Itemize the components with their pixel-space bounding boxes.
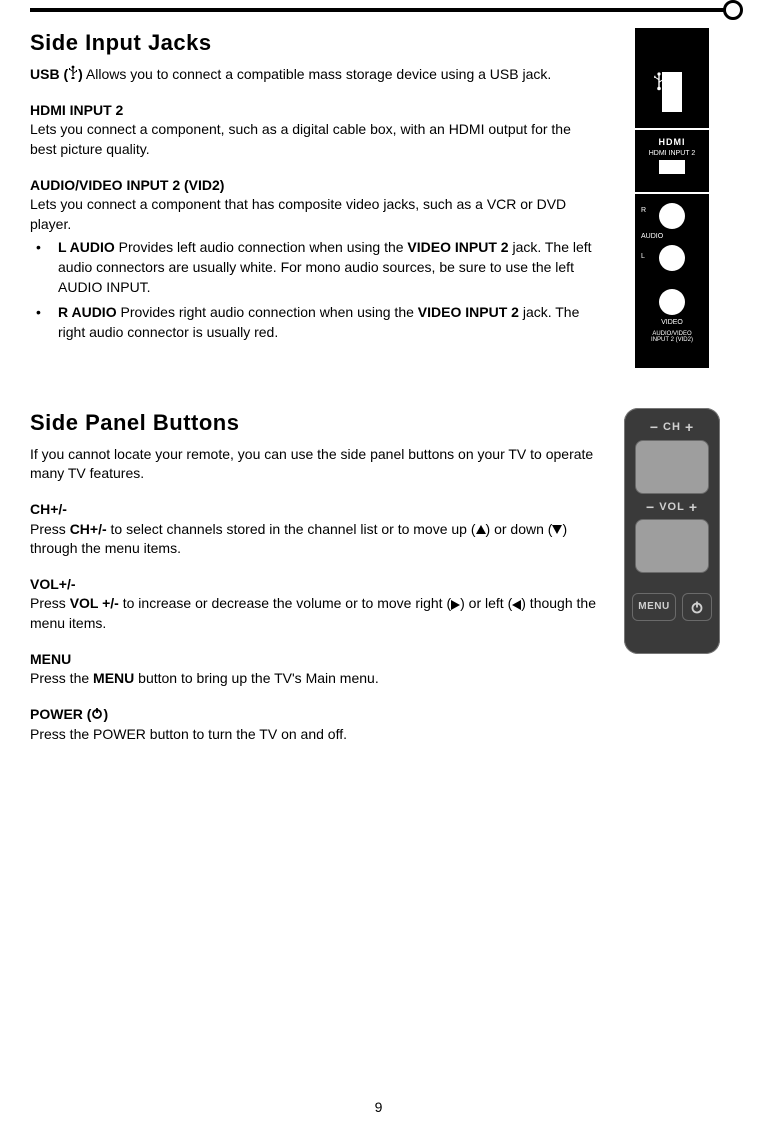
av-item-r-lead: R AUDIO	[58, 304, 117, 320]
power-body: Press the POWER button to turn the TV on…	[30, 725, 597, 745]
av-item-r: R AUDIO Provides right audio connection …	[30, 303, 597, 342]
vol-rocker	[635, 519, 709, 573]
hdmi-heading: HDMI INPUT 2	[30, 101, 597, 121]
ch-a: Press	[30, 521, 70, 537]
jack-hdmi-section: HDMI HDMI INPUT 2	[635, 128, 709, 192]
section1-title: Side Input Jacks	[30, 28, 597, 59]
rca-r	[659, 203, 685, 229]
plus-icon: +	[685, 418, 694, 438]
usb-icon	[68, 65, 78, 85]
menu-button-graphic: MENU	[632, 593, 676, 621]
av-heading: AUDIO/VIDEO INPUT 2 (VID2)	[30, 176, 597, 196]
usb-label-open: USB (	[30, 66, 68, 82]
menu-a: Press the	[30, 670, 93, 686]
av-item-l: L AUDIO Provides left audio connection w…	[30, 238, 597, 297]
minus-icon: −	[650, 418, 659, 438]
triangle-up-icon	[476, 525, 486, 534]
power-para: POWER () Press the POWER button to turn …	[30, 705, 597, 745]
hdmi-port	[659, 160, 685, 174]
side-panel-diagram: − CH + − VOL + MENU	[624, 408, 720, 654]
ch-para: CH+/- Press CH+/- to select channels sto…	[30, 500, 597, 559]
rca-r-label: R	[641, 206, 646, 216]
vol-label: VOL	[659, 500, 685, 515]
av-item-r-a: Provides right audio connection when usi…	[117, 304, 418, 320]
triangle-left-icon	[512, 600, 521, 610]
ch-rocker	[635, 440, 709, 494]
menu-b: button to bring up the TV's Main menu.	[134, 670, 378, 686]
ch-b: to select channels stored in the channel…	[107, 521, 476, 537]
triangle-down-icon	[552, 525, 562, 534]
usb-para: USB () Allows you to connect a compatibl…	[30, 65, 597, 85]
vol-a: Press	[30, 595, 70, 611]
menu-bold: MENU	[93, 670, 134, 686]
av-para: AUDIO/VIDEO INPUT 2 (VID2) Lets you conn…	[30, 176, 597, 343]
usb-port	[662, 72, 682, 112]
vol-c: ) or left (	[460, 595, 512, 611]
power-heading-b: )	[103, 706, 108, 722]
vol-rocker-label: − VOL +	[630, 498, 714, 518]
hdmi-logo: HDMI	[635, 130, 709, 149]
ch-c: ) or down (	[486, 521, 553, 537]
vol-bold: VOL +/-	[70, 595, 119, 611]
ch-heading: CH+/-	[30, 500, 597, 520]
menu-heading: MENU	[30, 650, 597, 670]
top-rule	[30, 8, 727, 12]
menu-para: MENU Press the MENU button to bring up t…	[30, 650, 597, 689]
hdmi-body: Lets you connect a component, such as a …	[30, 120, 597, 159]
rca-video	[659, 289, 685, 315]
av-item-l-bold: VIDEO INPUT 2	[407, 239, 508, 255]
power-icon	[91, 705, 103, 725]
rca-l-label: L	[641, 252, 645, 262]
ch-bold: CH+/-	[70, 521, 107, 537]
triangle-right-icon	[451, 600, 460, 610]
av-item-r-bold: VIDEO INPUT 2	[418, 304, 519, 320]
minus-icon: −	[646, 498, 655, 518]
vol-heading: VOL+/-	[30, 575, 597, 595]
hdmi-para: HDMI INPUT 2 Lets you connect a componen…	[30, 101, 597, 160]
section2-title: Side Panel Buttons	[30, 408, 597, 439]
ch-label: CH	[663, 420, 681, 435]
vol-para: VOL+/- Press VOL +/- to increase or decr…	[30, 575, 597, 634]
av-bottom-1: AUDIO/VIDEO	[635, 331, 709, 338]
page-number: 9	[375, 1098, 383, 1118]
jack-av-section: R AUDIO L VIDEO AUDIO/VIDEO INPUT 2 (VID…	[635, 192, 709, 368]
video-label: VIDEO	[635, 318, 709, 328]
section2-intro: If you cannot locate your remote, you ca…	[30, 445, 597, 484]
power-button-graphic	[682, 593, 712, 621]
hdmi-port-label: HDMI INPUT 2	[635, 149, 709, 159]
av-item-l-lead: L AUDIO	[58, 239, 115, 255]
jack-usb-section	[635, 28, 709, 128]
av-item-l-a: Provides left audio connection when usin…	[115, 239, 408, 255]
power-icon	[690, 600, 704, 614]
rca-l	[659, 245, 685, 271]
av-intro: Lets you connect a component that has co…	[30, 195, 597, 234]
plus-icon: +	[689, 498, 698, 518]
power-heading-a: POWER (	[30, 706, 91, 722]
ch-rocker-label: − CH +	[630, 418, 714, 438]
vol-b: to increase or decrease the volume or to…	[119, 595, 451, 611]
av-bottom-2: INPUT 2 (VID2)	[635, 337, 709, 344]
usb-body: Allows you to connect a compatible mass …	[83, 66, 551, 82]
audio-label: AUDIO	[635, 232, 709, 242]
jack-panel-diagram: HDMI HDMI INPUT 2 R AUDIO L VIDEO	[635, 28, 709, 368]
